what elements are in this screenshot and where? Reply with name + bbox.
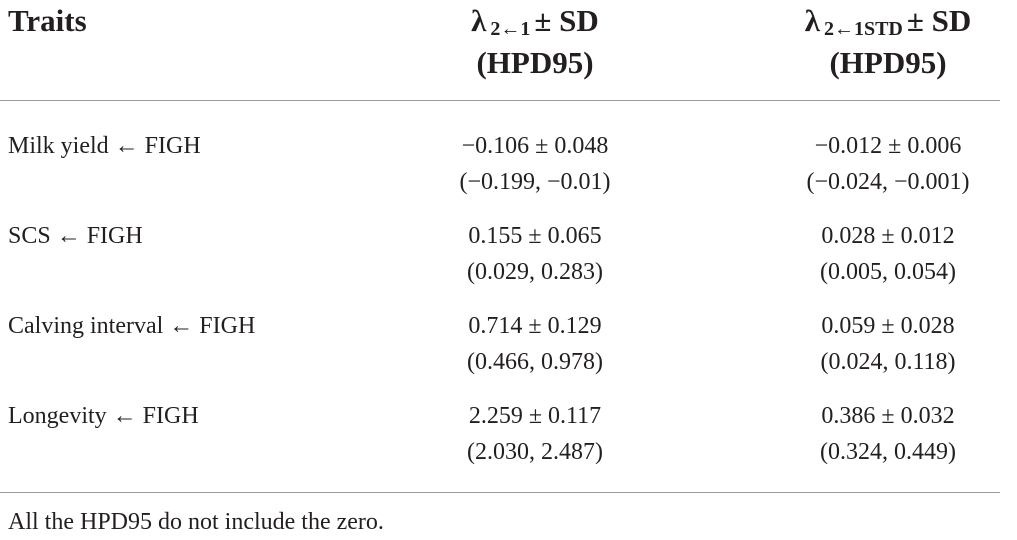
estimate: −0.106 ± 0.048 (461, 133, 609, 159)
interval: (2.030, 2.487) (467, 439, 603, 465)
lambda-symbol: λ (804, 3, 820, 38)
trait-label: Calving interval ← FIGH (8, 313, 256, 339)
interval: (−0.024, −0.001) (806, 169, 970, 195)
estimate: 0.155 ± 0.065 (468, 223, 602, 249)
footnote: All the HPD95 do not include the zero. (8, 509, 384, 535)
interval: (0.029, 0.283) (467, 259, 603, 285)
header-line: λ 2←1 ± SD (471, 4, 599, 46)
estimate: 2.259 ± 0.117 (468, 403, 602, 429)
trait-label: SCS ← FIGH (8, 223, 143, 249)
header-rule (0, 100, 1000, 101)
lambda-subscript: 2←1STD (823, 18, 903, 40)
lambda-subscript: 2←1 (490, 18, 531, 40)
lambda-symbol: λ (471, 3, 487, 38)
estimate: 0.028 ± 0.012 (821, 223, 955, 249)
interval: (0.324, 0.449) (820, 439, 956, 465)
header-line: λ 2←1STD ± SD (805, 4, 972, 46)
trait-label: Milk yield ← FIGH (8, 133, 201, 159)
column-header: λ 2←1STD ± SD (HPD95) (805, 4, 972, 80)
header-line: (HPD95) (829, 45, 947, 80)
column-header: λ 2←1 ± SD (HPD95) (471, 4, 599, 80)
trait-label: Longevity ← FIGH (8, 403, 199, 429)
column-header: Traits (8, 3, 87, 38)
estimate: 0.059 ± 0.028 (821, 313, 955, 339)
header-suffix: ± SD (906, 3, 972, 38)
bottom-rule (0, 492, 1000, 493)
estimate: −0.012 ± 0.006 (814, 133, 962, 159)
interval: (−0.199, −0.01) (459, 169, 611, 195)
interval: (0.005, 0.054) (820, 259, 956, 285)
estimate: 0.714 ± 0.129 (468, 313, 602, 339)
estimate: 0.386 ± 0.032 (821, 403, 955, 429)
header-suffix: ± SD (534, 3, 599, 38)
interval: (0.466, 0.978) (467, 349, 603, 375)
header-line: (HPD95) (476, 45, 594, 80)
interval: (0.024, 0.118) (820, 349, 956, 375)
